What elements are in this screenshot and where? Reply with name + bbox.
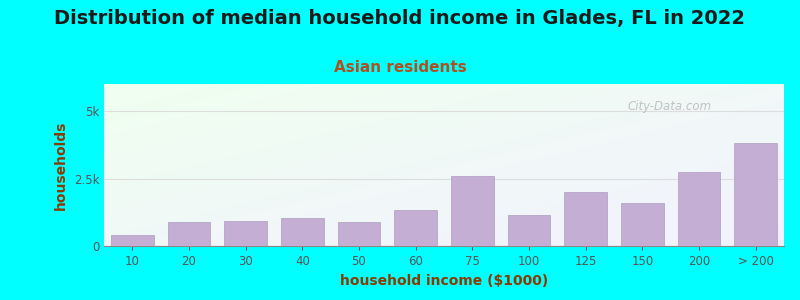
Y-axis label: households: households — [54, 120, 68, 210]
Bar — [678, 172, 720, 246]
Text: Distribution of median household income in Glades, FL in 2022: Distribution of median household income … — [54, 9, 746, 28]
Bar — [508, 215, 550, 246]
Bar — [621, 203, 663, 246]
Bar — [734, 143, 777, 246]
Text: City-Data.com: City-Data.com — [628, 100, 712, 113]
Bar — [565, 192, 607, 246]
X-axis label: household income ($1000): household income ($1000) — [340, 274, 548, 288]
Text: Asian residents: Asian residents — [334, 60, 466, 75]
Bar — [225, 221, 267, 246]
Bar — [168, 222, 210, 246]
Bar — [451, 176, 494, 246]
Bar — [281, 218, 323, 246]
Bar — [338, 222, 380, 246]
Bar — [111, 235, 154, 246]
Bar — [394, 209, 437, 246]
